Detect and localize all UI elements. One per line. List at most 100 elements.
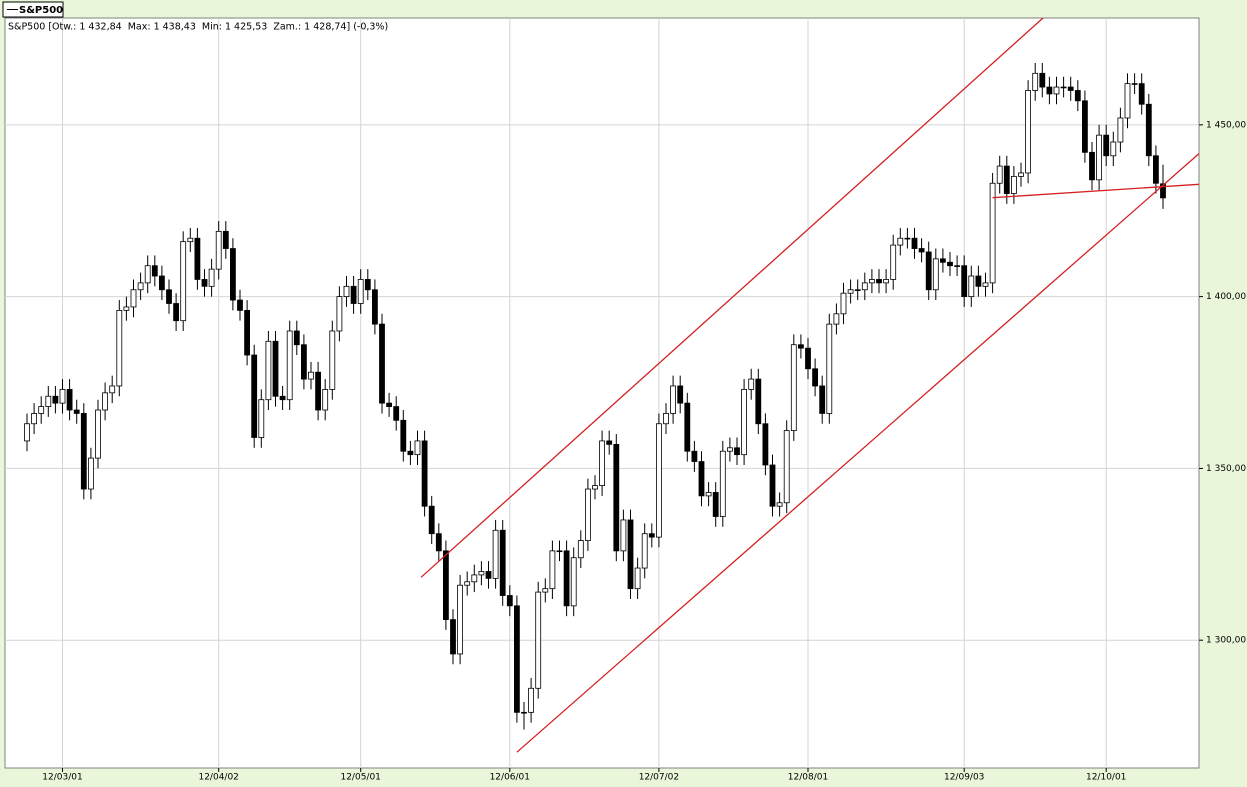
candle-body (1090, 152, 1095, 179)
candle-body (983, 283, 988, 286)
candle-body (507, 596, 512, 606)
candle-body (713, 492, 718, 516)
candle-body (727, 448, 732, 451)
candle-body (195, 238, 200, 279)
candle-body (209, 269, 214, 286)
candle-body (174, 304, 179, 321)
candle-body (855, 290, 860, 291)
candle-body (699, 462, 704, 496)
candle-body (252, 355, 257, 437)
candle-body (380, 324, 385, 403)
candle-body (436, 534, 441, 551)
candle-body (124, 307, 129, 310)
candle-body (1132, 84, 1137, 85)
candle-body (266, 341, 271, 399)
candle-body (1004, 166, 1009, 193)
candle-body (841, 293, 846, 314)
candle-body (1146, 104, 1151, 156)
candle-body (635, 568, 640, 589)
candle-body (223, 231, 228, 248)
candle-body (543, 589, 548, 592)
candle-body (1011, 176, 1016, 193)
candle-body (245, 310, 250, 355)
candle-body (259, 400, 264, 438)
candle-body (1118, 118, 1123, 142)
candle-body (493, 530, 498, 578)
candle-body (358, 279, 363, 303)
candle-body (67, 389, 72, 410)
legend-entry: S&P500 (19, 5, 63, 16)
candle-body (806, 348, 811, 369)
candle-body (202, 279, 207, 286)
candle-body (1153, 156, 1158, 183)
candle-body (294, 331, 299, 345)
candle-body (933, 259, 938, 290)
candle-body (25, 424, 30, 441)
x-tick-label: 12/08/01 (788, 773, 828, 783)
candle-body (330, 331, 335, 389)
candle-body (614, 444, 619, 551)
chart: 1 300,001 350,001 400,001 450,0012/03/01… (0, 0, 1247, 787)
candle-body (834, 314, 839, 324)
candle-body (394, 407, 399, 421)
candle-body (344, 286, 349, 296)
candle-body (351, 286, 356, 303)
candle-body (514, 606, 519, 713)
candle-body (500, 530, 505, 595)
candle-body (891, 245, 896, 279)
candle-body (600, 441, 605, 486)
candle-body (1033, 73, 1038, 90)
candle-body (53, 396, 58, 403)
candle-body (813, 369, 818, 386)
x-tick-label: 12/04/02 (198, 773, 238, 783)
candle-body (181, 242, 186, 321)
candle-body (607, 441, 612, 444)
candle-body (578, 541, 583, 558)
candle-body (372, 290, 377, 324)
candle-body (230, 249, 235, 301)
candle-body (529, 688, 534, 712)
candle-body (664, 413, 669, 423)
candle-body (919, 249, 924, 252)
candle-body (287, 331, 292, 400)
candle-body (770, 465, 775, 506)
candle-body (1082, 101, 1087, 153)
candle-body (550, 551, 555, 589)
x-tick-label: 12/09/03 (944, 773, 984, 783)
candle-body (1111, 142, 1116, 156)
candle-body (415, 441, 420, 455)
candle-body (564, 551, 569, 606)
candle-body (46, 396, 51, 406)
candle-body (443, 551, 448, 620)
candle-body (848, 290, 853, 293)
candle-body (955, 266, 960, 267)
candle-body (706, 492, 711, 495)
candle-body (422, 441, 427, 506)
candle-body (81, 413, 86, 489)
candle-body (1097, 135, 1102, 180)
candle-body (1125, 84, 1130, 118)
candle-body (905, 238, 910, 239)
candle-body (39, 407, 44, 414)
candle-body (593, 486, 598, 489)
candle-body (316, 372, 321, 410)
candle-body (188, 238, 193, 241)
y-tick-label: 1 400,00 (1206, 292, 1246, 302)
candle-body (692, 451, 697, 461)
candle-body (557, 551, 562, 552)
candle-body (465, 582, 470, 585)
candle-body (940, 259, 945, 262)
candle-body (1139, 84, 1144, 105)
candle-body (167, 290, 172, 304)
candle-body (32, 413, 37, 423)
candle-body (1026, 90, 1031, 172)
candle-body (88, 458, 93, 489)
candle-body (749, 379, 754, 389)
candle-body (862, 283, 867, 290)
candle-body (763, 424, 768, 465)
x-tick-label: 12/10/01 (1086, 773, 1126, 783)
candle-body (280, 396, 285, 399)
candle-body (408, 451, 413, 454)
candle-body (1054, 87, 1059, 94)
candle-body (869, 279, 874, 282)
